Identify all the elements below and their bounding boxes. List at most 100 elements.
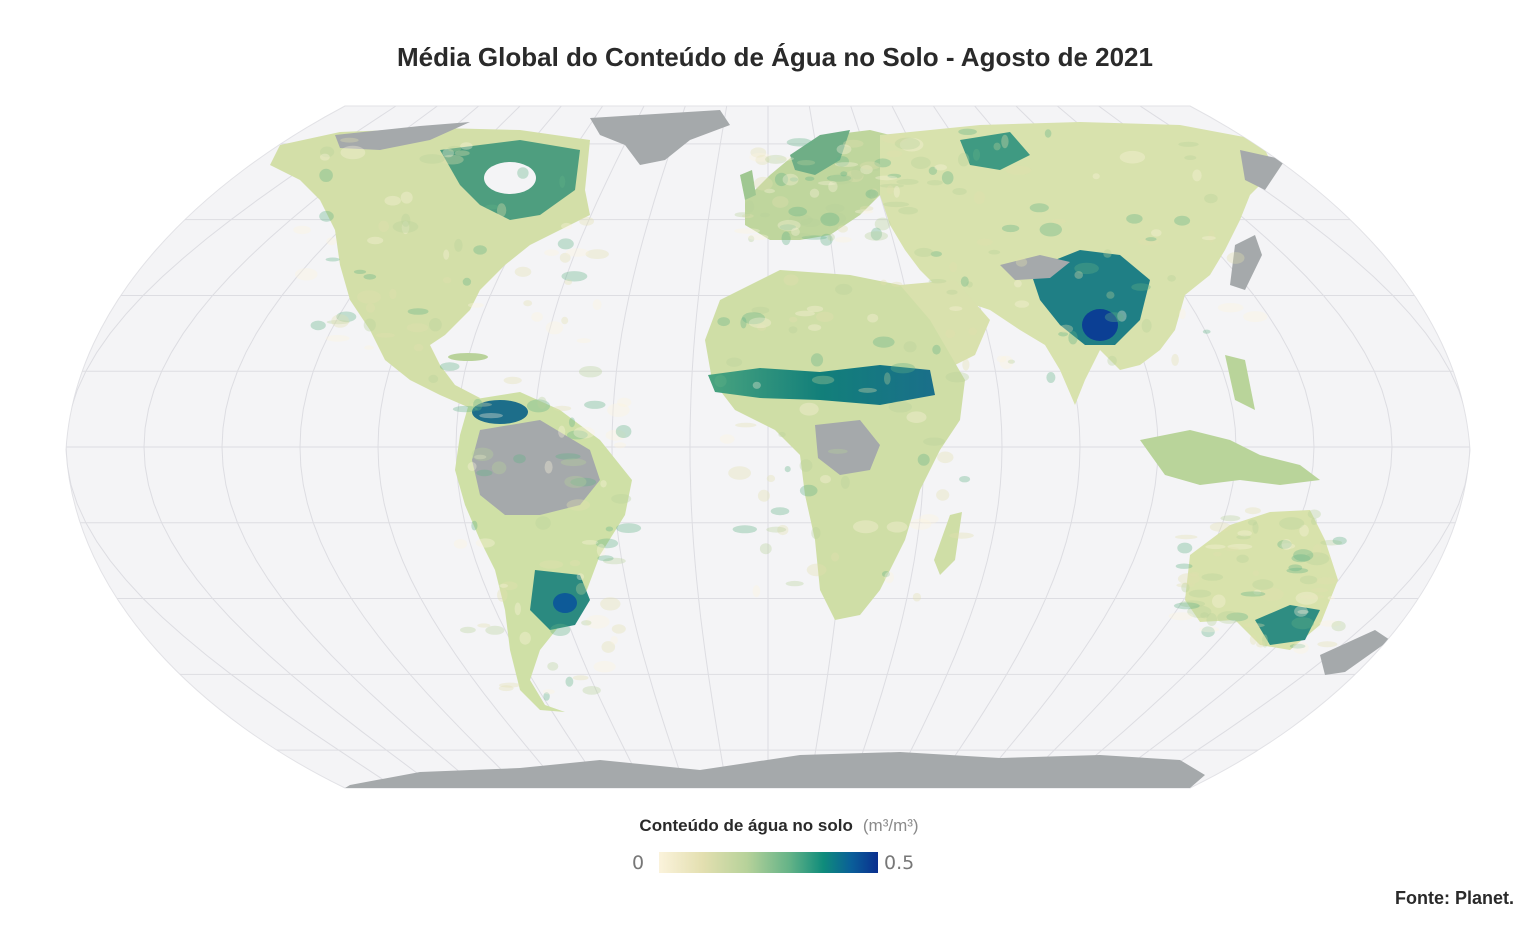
texture-blob	[1208, 230, 1215, 243]
texture-blob	[1058, 324, 1074, 334]
texture-blob	[1014, 300, 1030, 308]
indonesia	[1140, 430, 1320, 485]
texture-blob	[573, 426, 595, 439]
texture-blob	[428, 374, 439, 383]
texture-blob	[603, 557, 626, 565]
texture-blob	[476, 469, 493, 477]
japan	[1230, 235, 1262, 290]
texture-blob	[561, 316, 569, 325]
texture-blob	[1119, 150, 1146, 164]
texture-blob	[976, 238, 993, 246]
texture-blob	[1188, 589, 1212, 598]
texture-blob	[523, 300, 533, 307]
texture-blob	[1171, 353, 1179, 366]
texture-blob	[909, 518, 932, 530]
texture-blob	[485, 625, 505, 635]
texture-blob	[1103, 249, 1112, 258]
texture-blob	[1240, 591, 1266, 597]
texture-blob	[869, 188, 879, 200]
texture-blob	[1014, 280, 1022, 288]
legend-color-bar	[659, 852, 878, 873]
texture-blob	[1237, 530, 1252, 537]
texture-blob	[846, 169, 864, 183]
texture-blob	[820, 233, 833, 246]
venezuela-wet	[472, 400, 528, 424]
texture-blob	[1307, 509, 1321, 519]
bengal-core	[1082, 309, 1118, 341]
texture-blob	[419, 154, 445, 164]
texture-blob	[319, 168, 333, 182]
texture-blob	[1202, 329, 1211, 334]
scandinavia	[790, 130, 850, 175]
texture-blob	[473, 245, 487, 255]
texture-blob	[891, 281, 903, 287]
texture-blob	[1243, 623, 1265, 628]
texture-blob	[442, 277, 452, 284]
texture-blob	[742, 312, 765, 325]
texture-blob	[1039, 222, 1063, 237]
texture-blob	[1253, 589, 1262, 595]
texture-blob	[375, 332, 395, 338]
texture-blob	[719, 434, 735, 444]
texture-blob	[788, 206, 807, 217]
texture-blob	[1292, 642, 1309, 654]
texture-blob	[783, 274, 799, 286]
texture-blob	[1252, 570, 1260, 577]
texture-blob	[1280, 543, 1296, 550]
texture-blob	[1106, 291, 1115, 299]
texture-blob	[496, 203, 507, 218]
texture-blob	[293, 225, 311, 235]
texture-blob	[320, 146, 335, 158]
texture-blob	[550, 623, 571, 637]
texture-blob	[1304, 552, 1330, 566]
texture-blob	[757, 489, 770, 502]
texture-blob	[564, 475, 587, 488]
texture-blob	[560, 458, 587, 467]
texture-blob	[1074, 262, 1099, 275]
texture-blob	[855, 209, 874, 214]
texture-blob	[569, 559, 581, 567]
texture-blob	[867, 189, 877, 197]
texture-blob	[789, 177, 799, 182]
texture-blob	[1174, 215, 1191, 226]
texture-blob	[923, 437, 946, 446]
texture-blob	[514, 602, 521, 616]
texture-blob	[400, 191, 413, 204]
texture-blob	[1332, 536, 1347, 545]
texture-blob	[325, 335, 350, 342]
texture-blob	[789, 316, 798, 323]
texture-blob	[1226, 252, 1245, 264]
texture-blob	[1044, 129, 1052, 138]
texture-blob	[825, 203, 845, 213]
texture-blob	[500, 581, 518, 591]
texture-blob	[1247, 519, 1258, 526]
texture-blob	[326, 237, 337, 246]
texture-blob	[326, 320, 350, 325]
texture-blob	[413, 343, 424, 352]
texture-blob	[467, 462, 477, 471]
texture-blob	[565, 676, 574, 687]
se-australia-wet	[1255, 605, 1320, 645]
texture-blob	[1177, 542, 1193, 554]
texture-blob	[968, 327, 977, 336]
texture-blob	[477, 623, 491, 628]
texture-blob	[888, 401, 912, 413]
texture-blob	[828, 448, 848, 454]
texture-blob	[367, 236, 384, 245]
texture-blob	[1262, 634, 1268, 648]
texture-blob	[795, 310, 815, 317]
texture-blob	[1299, 524, 1309, 537]
texture-blob	[605, 429, 626, 441]
texture-blob	[1179, 308, 1186, 320]
texture-blob	[788, 326, 798, 334]
texture-blob	[959, 476, 971, 483]
texture-blob	[1277, 539, 1292, 549]
texture-blob	[600, 597, 621, 611]
texture-blob	[564, 279, 573, 285]
texture-blob	[972, 148, 981, 161]
texture-blob	[775, 156, 794, 161]
texture-blob	[734, 212, 751, 218]
texture-blob	[584, 400, 606, 409]
texture-blob	[384, 195, 401, 206]
texture-blob	[1249, 634, 1257, 645]
